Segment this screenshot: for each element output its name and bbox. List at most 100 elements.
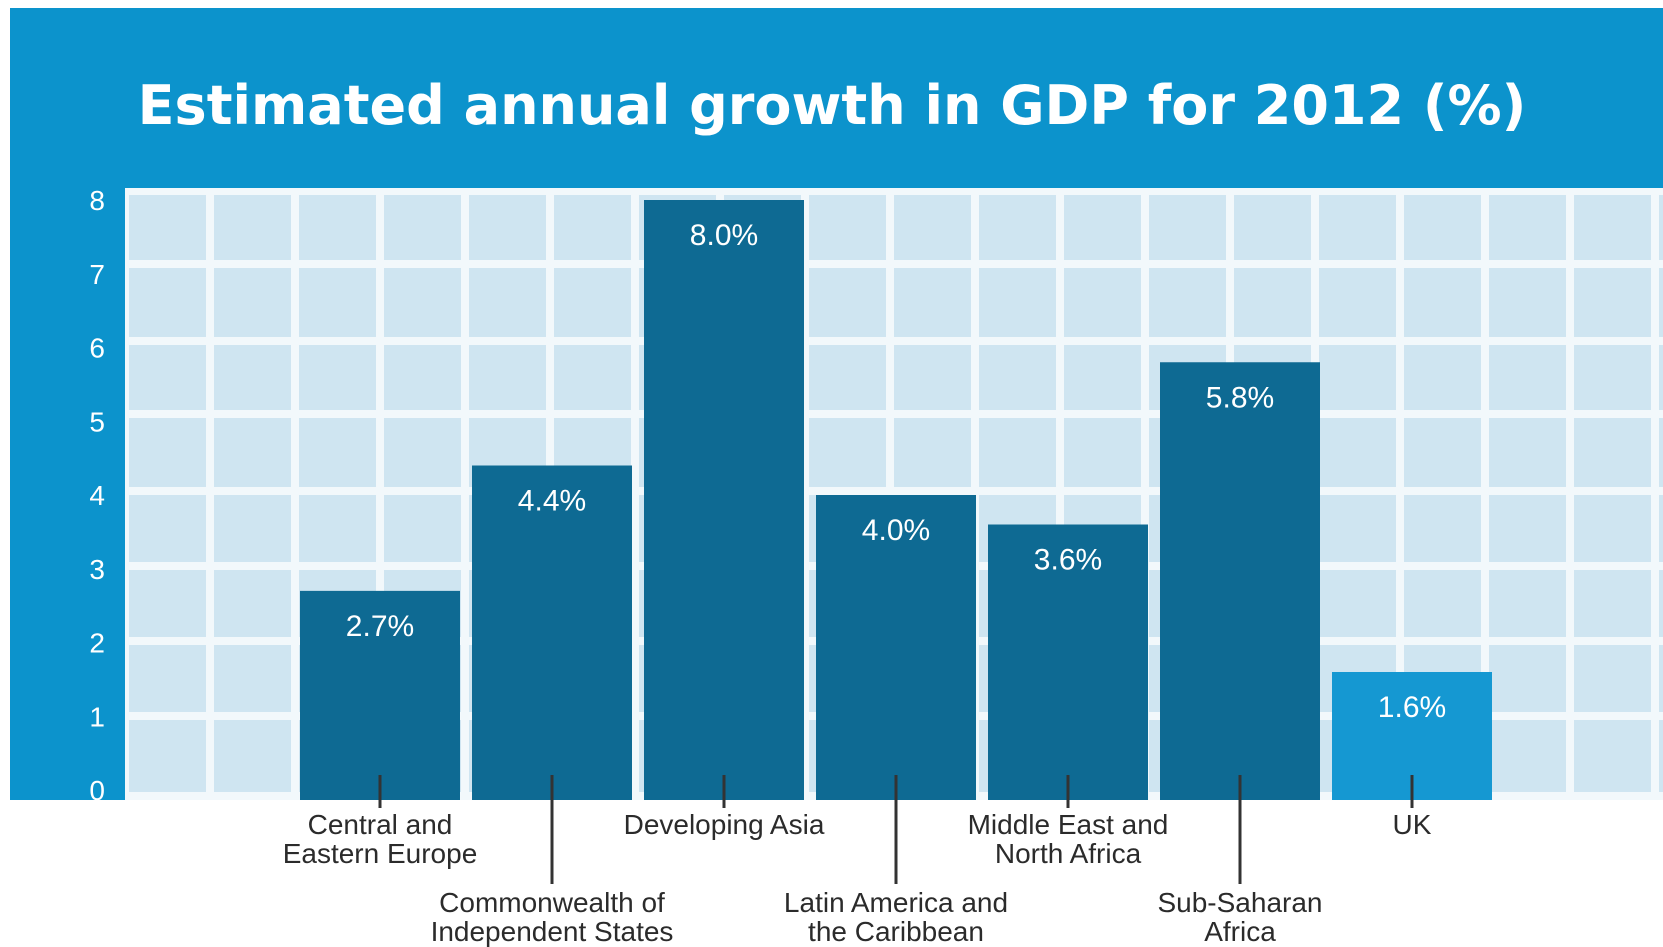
grid-cell	[129, 645, 206, 712]
grid-cell	[384, 268, 461, 337]
grid-cell	[1659, 268, 1663, 337]
grid-cell	[894, 268, 971, 337]
grid-cell	[1574, 570, 1651, 637]
grid-cell	[894, 418, 971, 487]
grid-cell	[1064, 195, 1141, 260]
y-axis-band	[10, 188, 125, 800]
grid-cell	[1404, 268, 1481, 337]
grid-cell	[299, 268, 376, 337]
bar-value-label: 4.4%	[518, 485, 586, 518]
grid-cell	[384, 418, 461, 487]
grid-cell	[129, 720, 206, 792]
grid-cell	[129, 495, 206, 562]
category-label: North Africa	[995, 838, 1142, 869]
grid-cell	[1319, 268, 1396, 337]
grid-cell	[1489, 418, 1566, 487]
chart-title: Estimated annual growth in GDP for 2012 …	[138, 74, 1527, 137]
grid-cell	[1064, 418, 1141, 487]
grid-cell	[1234, 268, 1311, 337]
grid-cell	[214, 645, 291, 712]
category-label: Africa	[1204, 916, 1276, 947]
grid-cell	[1489, 268, 1566, 337]
grid-cell	[214, 195, 291, 260]
grid-cell	[469, 345, 546, 410]
category-label: Middle East and	[968, 809, 1169, 840]
grid-cell	[1574, 195, 1651, 260]
y-tick-label: 4	[89, 480, 105, 511]
y-tick-label: 8	[89, 185, 105, 216]
grid-cell	[1489, 645, 1566, 712]
grid-cell	[299, 418, 376, 487]
bar-value-label: 4.0%	[862, 514, 930, 547]
grid-cell	[1574, 268, 1651, 337]
grid-cell	[469, 268, 546, 337]
grid-cell	[554, 268, 631, 337]
grid-cell	[1319, 495, 1396, 562]
grid-cell	[1659, 645, 1663, 712]
grid-cell	[809, 418, 886, 487]
grid-cell	[1404, 495, 1481, 562]
category-label: Eastern Europe	[283, 838, 478, 869]
grid-cell	[809, 268, 886, 337]
category-label: Independent States	[431, 916, 674, 947]
grid-cell	[129, 195, 206, 260]
grid-cell	[1404, 570, 1481, 637]
grid-cell	[1149, 195, 1226, 260]
grid-cell	[1659, 495, 1663, 562]
grid-cell	[1404, 418, 1481, 487]
grid-cell	[214, 720, 291, 792]
grid-cell	[1659, 195, 1663, 260]
y-tick-label: 1	[89, 701, 105, 732]
grid-cell	[894, 345, 971, 410]
grid-cell	[214, 495, 291, 562]
grid-cell	[299, 345, 376, 410]
grid-cell	[1574, 345, 1651, 410]
title-band	[10, 8, 1663, 188]
category-label: the Caribbean	[808, 916, 984, 947]
grid-cell	[1574, 645, 1651, 712]
grid-cell	[979, 345, 1056, 410]
bar-value-label: 3.6%	[1034, 544, 1102, 577]
grid-cell	[129, 418, 206, 487]
grid-cell	[1574, 418, 1651, 487]
grid-cell	[129, 570, 206, 637]
grid-cell	[1319, 570, 1396, 637]
grid-cell	[214, 268, 291, 337]
grid-cell	[1404, 345, 1481, 410]
grid-cell	[214, 570, 291, 637]
grid-cell	[979, 195, 1056, 260]
grid-cell	[554, 195, 631, 260]
grid-cell	[214, 345, 291, 410]
grid-cell	[1659, 570, 1663, 637]
bar	[472, 465, 632, 800]
category-label: Developing Asia	[624, 809, 825, 840]
grid-cell	[1489, 495, 1566, 562]
grid-cell	[1234, 195, 1311, 260]
y-tick-label: 2	[89, 628, 105, 659]
bar-value-label: 1.6%	[1378, 691, 1446, 724]
grid-cell	[299, 495, 376, 562]
grid-cell	[1319, 195, 1396, 260]
grid-cell	[384, 345, 461, 410]
bar	[644, 200, 804, 800]
grid-cell	[979, 418, 1056, 487]
grid-cell	[1489, 720, 1566, 792]
grid-cell	[299, 195, 376, 260]
grid-cell	[1659, 345, 1663, 410]
y-tick-label: 5	[89, 406, 105, 437]
bar	[816, 495, 976, 800]
grid-cell	[1574, 720, 1651, 792]
bar	[300, 590, 460, 800]
bar	[988, 524, 1148, 800]
grid-cell	[214, 418, 291, 487]
y-tick-label: 7	[89, 259, 105, 290]
grid-cell	[1574, 495, 1651, 562]
grid-cell	[129, 268, 206, 337]
grid-cell	[1659, 418, 1663, 487]
category-label: Commonwealth of	[439, 887, 665, 918]
category-label: Central and	[308, 809, 453, 840]
bar-value-label: 8.0%	[690, 219, 758, 252]
